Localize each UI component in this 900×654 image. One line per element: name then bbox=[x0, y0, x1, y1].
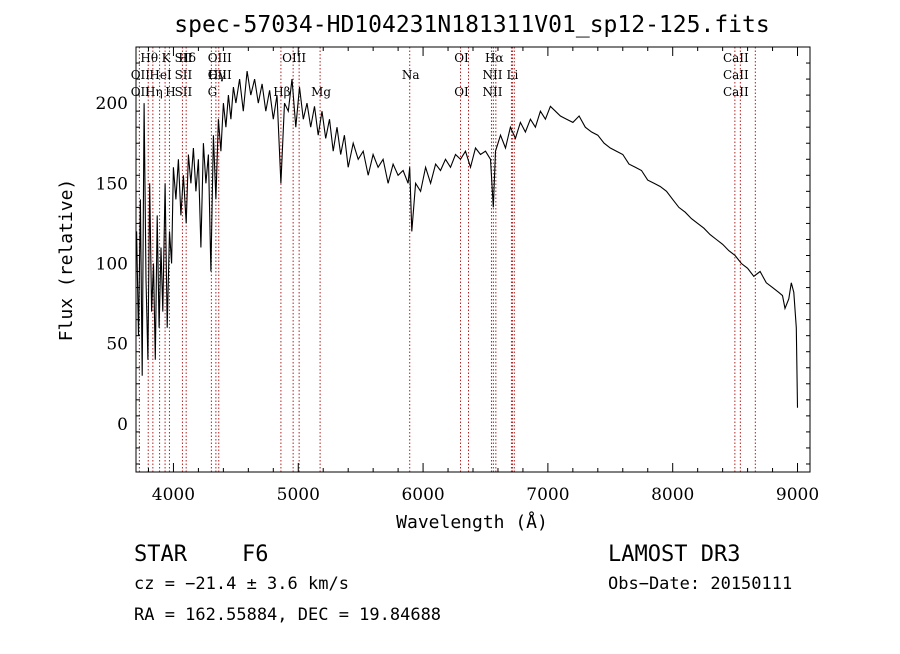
survey-name: LAMOST DR3 bbox=[608, 542, 740, 567]
line-label: G bbox=[208, 85, 218, 99]
line-label: SII bbox=[175, 68, 193, 82]
object-class: STAR bbox=[134, 542, 188, 567]
redshift-cz: cz = −21.4 ± 3.6 km/s bbox=[134, 574, 349, 594]
line-label: CaII bbox=[723, 85, 749, 99]
y-tick-label: 0 bbox=[117, 415, 128, 435]
line-label: OIII bbox=[282, 51, 306, 65]
line-label: OIII bbox=[208, 51, 232, 65]
x-tick-label: 5000 bbox=[277, 485, 320, 505]
y-tick-label: 100 bbox=[96, 255, 128, 275]
x-tick-label: 9000 bbox=[776, 485, 819, 505]
spectral-line-markers bbox=[138, 47, 756, 472]
line-label: SII bbox=[175, 85, 193, 99]
line-label: CaII bbox=[723, 68, 749, 82]
chart-title: spec-57034-HD104231N181311V01_sp12-125.f… bbox=[174, 12, 769, 38]
line-label: Li bbox=[507, 68, 519, 82]
x-tick-label: 6000 bbox=[401, 485, 444, 505]
x-tick-label: 7000 bbox=[526, 485, 569, 505]
spectrum-line bbox=[136, 71, 799, 408]
line-label: K bbox=[162, 51, 172, 65]
line-label: Hγ bbox=[208, 68, 226, 82]
x-axis-label: Wavelength (Å) bbox=[396, 511, 548, 533]
line-label: H bbox=[165, 85, 175, 99]
line-label: NII bbox=[482, 68, 502, 82]
y-axis: 0 50 100 150 200 bbox=[96, 62, 810, 465]
line-label: CaII bbox=[723, 51, 749, 65]
line-label: Hδ bbox=[178, 51, 196, 65]
line-label: Hθ bbox=[140, 51, 158, 65]
line-label: Hα bbox=[485, 51, 504, 65]
spectrum-layer bbox=[136, 71, 799, 408]
x-tick-label: 4000 bbox=[152, 485, 195, 505]
line-label: OI bbox=[454, 51, 469, 65]
y-tick-label: 150 bbox=[96, 174, 128, 194]
x-axis: 4000 5000 6000 7000 8000 9000 bbox=[147, 47, 819, 505]
y-tick-label: 50 bbox=[106, 335, 128, 355]
y-tick-label: 200 bbox=[96, 94, 128, 114]
line-label: HeI bbox=[149, 68, 172, 82]
line-label: OII bbox=[131, 68, 151, 82]
line-label: Hβ bbox=[273, 85, 290, 99]
line-label: NII bbox=[482, 85, 502, 99]
plot-frame bbox=[135, 46, 811, 473]
observation-date: Obs−Date: 20150111 bbox=[608, 574, 792, 594]
line-label: SII bbox=[175, 51, 193, 65]
line-label: Mg bbox=[311, 85, 331, 99]
object-subclass: F6 bbox=[242, 542, 269, 567]
line-label: Na bbox=[402, 68, 420, 82]
line-label: OIII bbox=[208, 68, 232, 82]
line-label: OI bbox=[454, 85, 469, 99]
x-tick-label: 8000 bbox=[651, 485, 694, 505]
line-label: Hη bbox=[145, 85, 163, 99]
y-axis-label: Flux (relative) bbox=[56, 179, 77, 342]
coordinates: RA = 162.55884, DEC = 19.84688 bbox=[134, 605, 441, 625]
